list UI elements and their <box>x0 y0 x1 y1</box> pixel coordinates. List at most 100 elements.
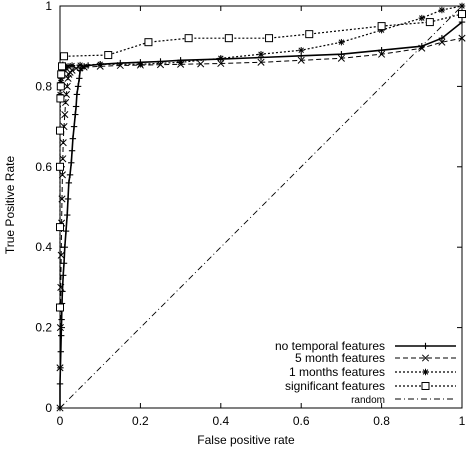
series-line-1 <box>59 37 463 408</box>
data-point-2-14 <box>97 61 104 68</box>
legend-marker-1 <box>421 354 430 362</box>
legend-marker-2 <box>422 368 429 376</box>
data-point-1-16 <box>65 70 73 78</box>
legend-label-3: significant features <box>285 379 385 393</box>
x-tick-label: 0.8 <box>373 414 390 428</box>
data-point-0-9 <box>60 260 68 267</box>
legend-label-2: 1 months features <box>289 365 385 379</box>
data-point-2-19 <box>298 47 305 54</box>
data-point-2-23 <box>438 6 446 14</box>
x-tick-label: 0.6 <box>293 414 310 428</box>
data-point-1-7 <box>58 171 66 179</box>
data-point-1-31 <box>378 50 386 58</box>
data-point-0-19 <box>70 123 78 130</box>
data-point-1-19 <box>72 64 80 72</box>
data-point-3-4 <box>56 94 65 103</box>
data-point-3-3 <box>56 126 64 135</box>
data-point-2-17 <box>217 55 224 62</box>
data-point-0-41 <box>458 18 466 26</box>
data-point-1-28 <box>257 58 265 66</box>
data-point-1-30 <box>337 54 345 62</box>
data-point-1-8 <box>59 155 67 163</box>
y-tick-label: 1 <box>45 0 52 13</box>
data-point-1-4 <box>57 251 65 259</box>
data-point-0-23 <box>74 83 82 90</box>
data-point-1-22 <box>116 61 124 70</box>
data-point-3-0 <box>56 303 64 312</box>
data-point-0-11 <box>62 227 70 235</box>
data-point-0-3 <box>57 348 65 355</box>
series-4 <box>59 5 463 409</box>
data-point-1-34 <box>458 34 466 42</box>
data-point-3-6 <box>57 70 66 79</box>
data-point-1-26 <box>197 60 205 68</box>
data-point-1-3 <box>57 283 65 291</box>
data-point-0-16 <box>68 159 75 166</box>
data-point-3-2 <box>56 162 64 171</box>
data-point-2-20 <box>338 38 345 46</box>
data-point-0-17 <box>68 147 76 154</box>
data-point-0-40 <box>438 34 446 42</box>
series-0 <box>56 18 466 412</box>
data-point-3-11 <box>184 34 193 43</box>
legend-marker-0 <box>422 342 429 350</box>
data-point-3-10 <box>144 38 153 47</box>
data-point-1-33 <box>438 38 446 46</box>
y-tick-label: 0 <box>45 401 52 415</box>
legend-label-0: no temporal features <box>275 339 385 353</box>
y-tick-label: 0.6 <box>35 160 52 174</box>
series-3 <box>56 10 466 312</box>
data-point-3-13 <box>265 34 274 43</box>
data-point-1-29 <box>297 56 305 64</box>
data-point-0-22 <box>73 91 81 98</box>
data-point-3-16 <box>425 18 434 27</box>
data-point-3-7 <box>58 62 67 71</box>
ticks-layer: 0 0.2 0.4 0.6 0.8 1 0 0.2 0.4 0.6 0.8 1 <box>35 0 465 428</box>
data-point-0-15 <box>66 171 74 179</box>
series-line-2 <box>59 5 463 95</box>
data-point-2-15 <box>137 61 144 68</box>
data-point-1-24 <box>156 61 165 69</box>
data-point-0-36 <box>298 52 305 60</box>
data-point-3-15 <box>377 22 386 31</box>
series-1 <box>56 34 466 412</box>
x-tick-label: 1 <box>459 414 466 428</box>
data-point-0-13 <box>64 195 72 203</box>
series-line-4 <box>59 5 463 409</box>
data-point-0-10 <box>61 244 69 251</box>
data-point-0-5 <box>58 316 65 323</box>
data-point-0-14 <box>65 179 73 187</box>
series-line-3 <box>59 13 463 308</box>
legend-marker-3 <box>421 382 430 390</box>
x-tick-label: 0.4 <box>212 414 229 428</box>
data-point-0-20 <box>72 111 79 118</box>
series-2 <box>56 2 466 98</box>
data-point-1-14 <box>63 82 71 90</box>
legend-label-1: 5 month features <box>295 351 385 365</box>
data-point-3-14 <box>305 30 314 39</box>
data-point-1-6 <box>58 195 66 203</box>
data-point-2-18 <box>257 51 265 58</box>
data-point-2-16 <box>177 59 184 66</box>
y-tick-label: 0.2 <box>35 321 52 335</box>
data-point-3-17 <box>458 10 466 19</box>
y-axis-title: True Positive Rate <box>3 156 17 255</box>
data-point-2-22 <box>418 14 425 22</box>
legend-label-4: random <box>351 395 385 406</box>
data-point-0-12 <box>64 211 71 219</box>
data-point-3-9 <box>104 51 113 60</box>
data-point-2-12 <box>68 62 76 69</box>
data-point-1-27 <box>217 59 225 68</box>
data-point-3-5 <box>56 82 65 91</box>
data-point-1-32 <box>418 44 426 52</box>
data-point-0-24 <box>76 75 83 82</box>
data-point-1-1 <box>56 364 64 372</box>
data-point-2-13 <box>76 61 84 69</box>
data-point-0-4 <box>58 332 65 339</box>
data-point-1-9 <box>59 139 67 147</box>
x-tick-label: 0.2 <box>132 414 149 428</box>
data-point-3-8 <box>60 52 69 61</box>
